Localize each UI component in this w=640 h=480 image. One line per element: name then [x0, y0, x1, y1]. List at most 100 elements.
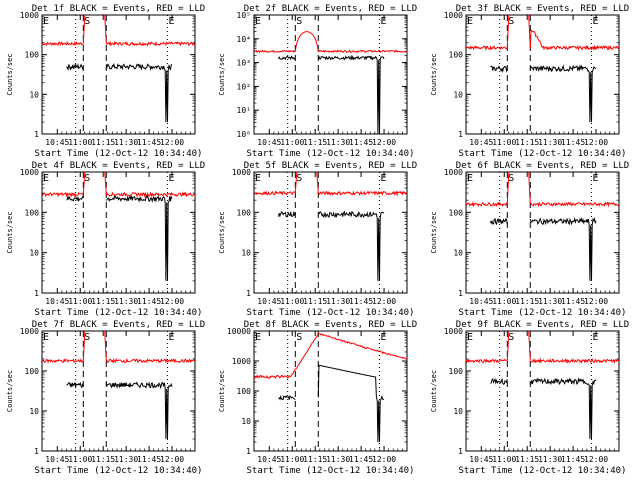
lld-saturation-edge [528, 171, 531, 205]
x-tick-label: 11:15 [303, 297, 327, 306]
y-axis-label: Counts/sec [6, 53, 14, 95]
y-tick-label: 10⁵ [237, 11, 251, 20]
event-marker-label: S [84, 173, 90, 184]
lld-series-line [105, 191, 196, 198]
lld-series-line [41, 191, 84, 198]
panel-title: Det 7f BLACK = Events, RED = LLD [32, 320, 205, 330]
y-tick-label: 1000 [232, 168, 251, 177]
x-axis-label: Start Time (12-Oct-12 10:34:40) [247, 149, 415, 159]
panel-title: Det 4f BLACK = Events, RED = LLD [32, 161, 205, 171]
event-marker-label: E [592, 173, 598, 184]
event-marker-label: E [255, 16, 261, 27]
detector-panel-8: Det 8f BLACK = Events, RED = LLD Start Ti… [218, 320, 417, 476]
y-tick-label: 100 [25, 208, 40, 217]
lld-saturation-edge [82, 171, 86, 195]
x-axis-label: Start Time (12-Oct-12 10:34:40) [459, 466, 627, 476]
y-tick-label: 1000 [444, 168, 463, 177]
lld-series-line [317, 190, 408, 197]
lld-series-line [253, 332, 408, 380]
x-tick-label: 12:00 [372, 297, 396, 306]
x-tick-label: 11:30 [538, 455, 562, 464]
lld-series-line [253, 190, 296, 196]
y-tick-label: 10¹ [237, 106, 251, 115]
detector-panel-6: Det 6f BLACK = Events, RED = LLD Start Ti… [430, 161, 629, 318]
y-tick-label: 1 [246, 447, 251, 456]
panel-title: Det 5f BLACK = Events, RED = LLD [244, 161, 417, 171]
plot-frame [253, 171, 408, 294]
x-axis-label: Start Time (12-Oct-12 10:34:40) [35, 466, 203, 476]
x-tick-label: 12:00 [584, 138, 608, 147]
y-tick-label: 10 [29, 249, 39, 258]
lld-saturation-edge [506, 330, 510, 361]
plot-frame [465, 14, 620, 135]
x-axis-label: Start Time (12-Oct-12 10:34:40) [35, 308, 203, 318]
event-marker-label: E [467, 16, 473, 27]
x-tick-label: 11:45 [137, 455, 161, 464]
y-tick-label: 1 [34, 447, 39, 456]
x-tick-label: 11:15 [91, 297, 115, 306]
event-marker-label: S [296, 332, 302, 343]
event-marker-label: E [168, 332, 174, 343]
y-tick-label: 10 [29, 90, 39, 99]
y-tick-label: 10² [237, 82, 251, 91]
y-tick-label: 10 [241, 249, 251, 258]
x-tick-label: 11:00 [280, 138, 304, 147]
lld-series-line [105, 40, 196, 47]
event-marker-label: E [592, 332, 598, 343]
y-axis-label: Counts/sec [6, 370, 14, 412]
plot-frame [41, 14, 196, 135]
plot-frame [41, 171, 196, 294]
y-axis-label: Counts/sec [430, 211, 438, 253]
plot-frame [253, 14, 408, 135]
x-tick-label: 11:00 [280, 297, 304, 306]
y-tick-label: 1000 [20, 327, 39, 336]
event-marker-label: E [43, 332, 49, 343]
x-tick-label: 10:45 [257, 138, 281, 147]
events-series-line [317, 210, 385, 281]
y-tick-label: 1 [458, 289, 463, 298]
x-tick-label: 11:30 [114, 455, 138, 464]
y-tick-label: 10000 [227, 327, 251, 336]
x-tick-label: 11:30 [538, 138, 562, 147]
event-marker-label: E [255, 173, 261, 184]
x-tick-label: 11:00 [492, 455, 516, 464]
panel-title: Det 3f BLACK = Events, RED = LLD [456, 4, 629, 14]
x-tick-label: 10:45 [45, 455, 69, 464]
panel-title: Det 9f BLACK = Events, RED = LLD [456, 320, 629, 330]
lld-series-line [530, 201, 620, 208]
y-tick-label: 1000 [20, 168, 39, 177]
event-marker-label: S [508, 173, 514, 184]
event-marker-label: E [43, 173, 49, 184]
lld-saturation-edge [104, 330, 107, 361]
events-series-line [317, 54, 385, 135]
x-tick-label: 11:15 [515, 455, 539, 464]
x-tick-label: 12:00 [160, 297, 184, 306]
x-tick-label: 12:00 [584, 455, 608, 464]
y-tick-label: 100 [449, 51, 464, 60]
x-tick-label: 11:00 [492, 138, 516, 147]
x-tick-label: 10:45 [469, 455, 493, 464]
x-tick-label: 11:45 [137, 138, 161, 147]
lld-saturation-edge [82, 330, 86, 361]
lld-series-line [529, 28, 620, 51]
y-tick-label: 100 [25, 367, 40, 376]
panel-title: Det 2f BLACK = Events, RED = LLD [244, 4, 417, 14]
y-axis-label: Counts/sec [218, 370, 226, 412]
event-marker-label: E [467, 332, 473, 343]
events-series-line [105, 194, 173, 281]
lld-saturation-edge [506, 171, 510, 205]
y-tick-label: 10 [453, 407, 463, 416]
x-axis-label: Start Time (12-Oct-12 10:34:40) [459, 149, 627, 159]
x-tick-label: 11:00 [492, 297, 516, 306]
events-series-line [490, 65, 508, 74]
x-tick-label: 11:00 [68, 455, 92, 464]
y-tick-label: 1000 [232, 357, 251, 366]
event-marker-label: S [84, 332, 90, 343]
event-marker-label: S [296, 16, 302, 27]
y-tick-label: 1 [246, 289, 251, 298]
x-tick-label: 11:00 [68, 297, 92, 306]
x-tick-label: 11:15 [303, 138, 327, 147]
y-axis-label: Counts/sec [218, 211, 226, 253]
lld-series-line [106, 357, 195, 364]
events-series-line [66, 194, 84, 202]
